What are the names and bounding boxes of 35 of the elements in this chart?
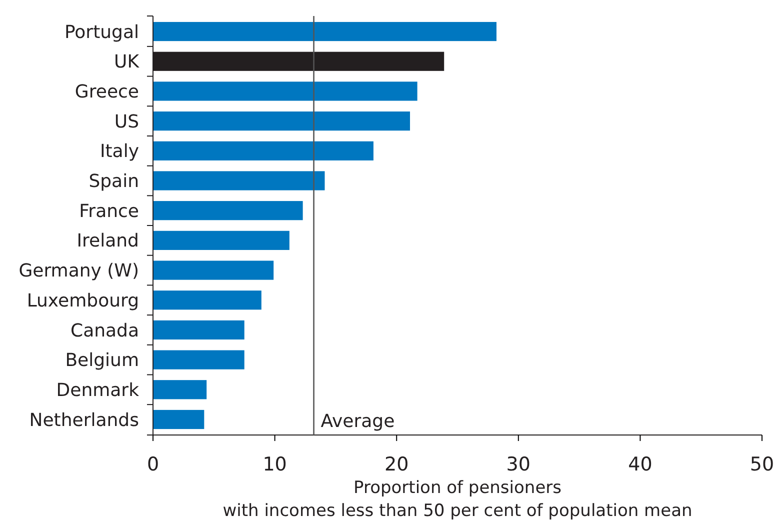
bar <box>153 112 410 131</box>
bar <box>153 260 274 280</box>
y-tick-label: Denmark <box>56 380 140 401</box>
y-tick-label: France <box>79 200 139 222</box>
bar <box>153 141 374 160</box>
bar <box>153 380 207 400</box>
y-tick-label: Ireland <box>76 230 139 252</box>
y-tick-label: UK <box>114 52 140 73</box>
y-tick-label: Netherlands <box>29 410 139 431</box>
bar <box>153 350 244 370</box>
bar <box>153 320 244 340</box>
x-tick-label: 10 <box>262 454 287 476</box>
y-tick-label: Belgium <box>65 350 139 372</box>
ref-line-label: Average <box>320 411 395 432</box>
bar <box>153 171 325 190</box>
bar <box>153 290 262 310</box>
y-tick-label: Spain <box>88 171 139 192</box>
bar <box>153 82 418 101</box>
x-tick-label: 50 <box>750 454 774 476</box>
y-tick-label: Germany (W) <box>18 260 139 282</box>
bar <box>153 410 204 430</box>
y-tick-label: Canada <box>70 320 139 342</box>
x-axis-title: Proportion of pensioners with incomes less than 50 per cent of population mean <box>222 478 692 521</box>
bar <box>153 230 290 250</box>
y-tick-label: Greece <box>74 82 139 103</box>
x-tick-label: 20 <box>384 454 409 476</box>
x-tick-label: 40 <box>628 454 652 476</box>
bar <box>153 22 496 42</box>
x-tick-label: 0 <box>146 454 160 476</box>
y-tick-label: Luxembourg <box>26 290 139 312</box>
x-tick-label: 30 <box>506 454 530 476</box>
y-tick-label: Italy <box>100 141 140 162</box>
bar <box>153 201 303 220</box>
y-tick-label: Portugal <box>64 22 139 43</box>
y-tick-label: US <box>114 111 139 132</box>
